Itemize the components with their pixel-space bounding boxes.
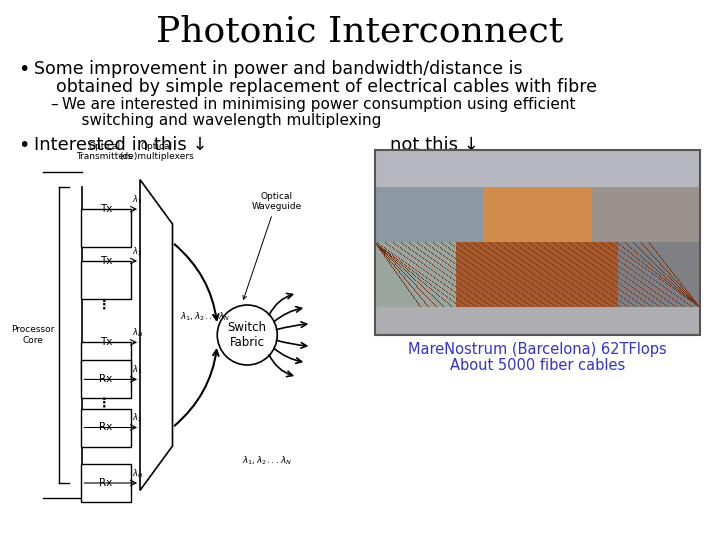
Text: $\lambda_N$: $\lambda_N$ [132,327,144,340]
FancyBboxPatch shape [81,342,131,380]
Text: Tx: Tx [99,256,112,266]
Text: $\lambda_2$: $\lambda_2$ [132,412,143,424]
FancyBboxPatch shape [81,464,131,502]
Text: $\lambda_1,\lambda_2...\lambda_N$: $\lambda_1,\lambda_2...\lambda_N$ [180,310,230,323]
Text: Optical
Waveguide: Optical Waveguide [243,192,302,299]
Text: Rx: Rx [99,422,112,433]
Text: Rx: Rx [99,374,112,384]
FancyBboxPatch shape [81,408,131,447]
Text: About 5000 fiber cables: About 5000 fiber cables [450,358,625,373]
Text: $\lambda_1$: $\lambda_1$ [132,194,143,206]
Circle shape [217,305,277,365]
Text: Switch
Fabric: Switch Fabric [228,321,266,349]
Text: MareNostrum (Barcelona) 62TFlops: MareNostrum (Barcelona) 62TFlops [408,342,667,357]
Text: Tx: Tx [99,338,112,347]
Text: not this ↓: not this ↓ [390,136,479,154]
Text: $\lambda_2$: $\lambda_2$ [132,246,143,258]
Text: Optical
(de)multiplexers: Optical (de)multiplexers [119,141,194,161]
Bar [375,150,700,335]
Text: Optical
Transmitters: Optical Transmitters [76,141,132,161]
Text: •: • [18,60,30,79]
Text: Interested in this ↓: Interested in this ↓ [34,136,207,154]
Text: $\lambda_1,\lambda_2...\lambda_N$: $\lambda_1,\lambda_2...\lambda_N$ [243,455,292,467]
Text: ⋮: ⋮ [98,397,110,410]
Text: Processor
Core: Processor Core [11,325,55,345]
FancyBboxPatch shape [81,360,131,399]
Text: Photonic Interconnect: Photonic Interconnect [156,15,564,49]
Text: $\lambda_1$: $\lambda_1$ [132,364,143,376]
Text: –: – [50,97,58,112]
Text: •: • [18,136,30,155]
FancyBboxPatch shape [81,208,131,247]
FancyBboxPatch shape [81,260,131,299]
Polygon shape [140,180,173,490]
Text: obtained by simple replacement of electrical cables with fibre: obtained by simple replacement of electr… [34,78,597,96]
Text: ⋮: ⋮ [98,299,110,312]
Text: Rx: Rx [99,478,112,488]
Text: We are interested in minimising power consumption using efficient: We are interested in minimising power co… [62,97,575,112]
Text: $\lambda_N$: $\lambda_N$ [132,468,144,480]
Text: Tx: Tx [99,204,112,214]
Text: Some improvement in power and bandwidth/distance is: Some improvement in power and bandwidth/… [34,60,523,78]
Text: switching and wavelength multiplexing: switching and wavelength multiplexing [62,113,382,128]
